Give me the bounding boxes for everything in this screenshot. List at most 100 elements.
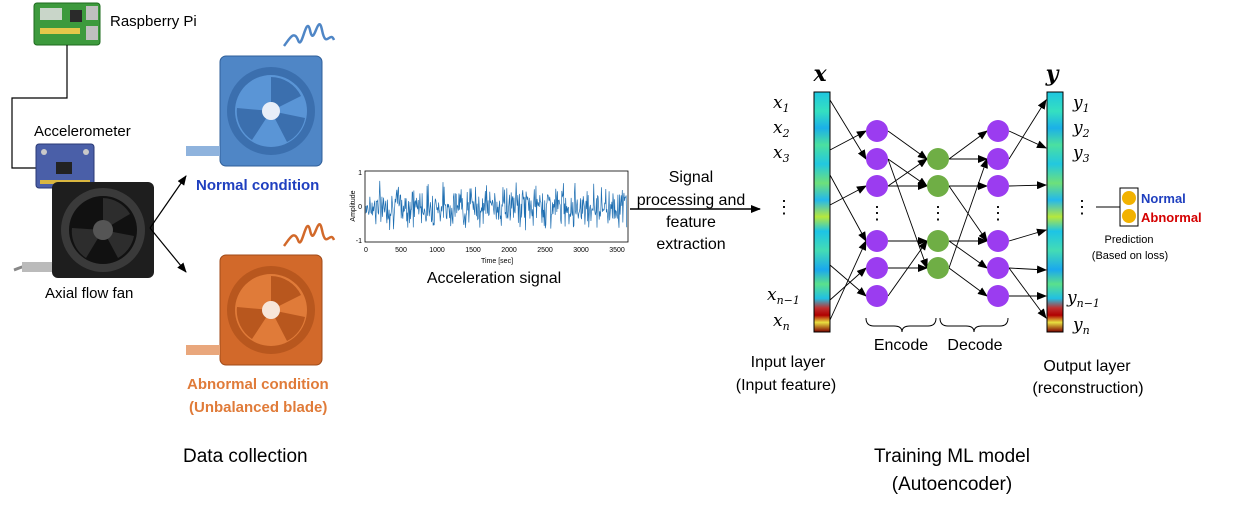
encoder-node <box>866 175 888 197</box>
prediction-node-normal <box>1122 191 1136 205</box>
network-edge <box>948 130 988 160</box>
network-edge <box>948 267 988 297</box>
output-label-y3: y3 <box>1072 143 1090 165</box>
network-edge <box>1008 99 1047 160</box>
network-edge <box>948 158 988 269</box>
network-edge <box>887 158 928 187</box>
encoder-node <box>866 257 888 279</box>
input-labels: x1 x2 x3 ⋮ xn−1 xn <box>767 93 800 333</box>
signal-ylabel: Amplitude <box>350 190 357 221</box>
network-edge <box>887 240 928 297</box>
bottleneck-node <box>927 175 949 197</box>
signal-xtick: 1500 <box>465 247 481 254</box>
normal-condition-label: Normal condition <box>196 177 319 194</box>
input-label-x3: x3 <box>773 143 790 165</box>
raspberry-pi-label: Raspberry Pi <box>110 13 197 30</box>
bottleneck-node <box>927 230 949 252</box>
output-labels: y1 y2 y3 ⋮ yn−1 yn <box>1066 93 1100 337</box>
network-edge <box>829 185 867 206</box>
axial-fan-icon <box>13 182 154 278</box>
vibration-wave-abnormal <box>282 222 336 247</box>
processing-label-line4: extraction <box>656 236 725 253</box>
bottleneck-vdots: ⋮ <box>929 203 947 223</box>
normal-fan-icon <box>186 55 323 167</box>
network-edge <box>829 267 867 301</box>
encode-brace <box>865 317 937 333</box>
prediction-caption: Prediction <box>1105 234 1154 246</box>
output-layer-label: Output layer <box>1043 358 1131 375</box>
abnormal-condition-sublabel: (Unbalanced blade) <box>189 399 327 416</box>
signal-xtick: 3000 <box>573 247 589 254</box>
network-edge <box>829 240 867 321</box>
decoder-node <box>987 120 1009 142</box>
prediction-normal-label: Normal <box>1141 191 1186 206</box>
encoder-node <box>866 120 888 142</box>
encoder-node <box>866 148 888 170</box>
prediction-subcaption: (Based on loss) <box>1092 250 1168 262</box>
network-edge <box>829 130 867 151</box>
network-edge <box>829 99 867 160</box>
output-vector-symbol: y <box>1045 61 1061 87</box>
accelerometer-label: Accelerometer <box>34 123 131 140</box>
decode-label: Decode <box>947 337 1002 354</box>
signal-xtick: 3500 <box>609 247 625 254</box>
abnormal-condition-label: Abnormal condition <box>187 376 329 393</box>
decoder-node <box>987 148 1009 170</box>
decoder-node <box>987 285 1009 307</box>
input-label-x2: x2 <box>773 118 790 140</box>
fan-label: Axial flow fan <box>45 285 133 302</box>
output-label-y2: y2 <box>1072 118 1090 140</box>
arrow-to-normal <box>149 175 187 229</box>
input-label-xn: xn <box>773 311 790 333</box>
decode-vdots: ⋮ <box>989 203 1007 223</box>
input-label-x1: x1 <box>773 93 790 115</box>
network-edge <box>1008 265 1047 274</box>
encoder-node <box>866 230 888 252</box>
raspberry-pi-icon <box>33 2 101 46</box>
network-edge <box>1008 228 1047 242</box>
accelerometer-icon <box>35 143 95 189</box>
network-connections <box>829 99 1047 321</box>
signal-ytick: 0 <box>358 204 362 211</box>
hidden-vdots: ⋮ ⋮ ⋮ <box>868 203 1007 223</box>
bottleneck-node <box>927 257 949 279</box>
decoder-node <box>987 257 1009 279</box>
network-edge <box>829 174 867 242</box>
encoder-node <box>866 285 888 307</box>
processing-label-line2: processing and <box>637 192 746 209</box>
acceleration-signal-plot: Amplitude 1 0 -1 0 500 1000 1500 2000 25… <box>350 170 629 265</box>
processing-label-line1: Signal <box>669 169 713 186</box>
output-vdots: ⋮ <box>1073 197 1091 217</box>
data-collection-title: Data collection <box>183 446 308 467</box>
input-vdots: ⋮ <box>775 197 793 217</box>
prediction-abnormal-label: Abnormal <box>1141 210 1202 225</box>
arrow-to-abnormal <box>149 227 187 273</box>
signal-xtick: 1000 <box>429 247 445 254</box>
abnormal-fan-icon <box>186 254 323 366</box>
input-label-xn-1: xn−1 <box>767 285 800 307</box>
input-vector-symbol: x <box>812 61 827 87</box>
training-title: Training ML model <box>874 446 1030 467</box>
rpi-wire <box>11 45 68 169</box>
vibration-wave-normal <box>282 22 336 47</box>
signal-xlabel: Time [sec] <box>481 258 513 265</box>
input-layer-sublabel: (Input feature) <box>736 377 837 394</box>
decoder-node <box>987 230 1009 252</box>
decoder-node <box>987 175 1009 197</box>
network-edge <box>1008 181 1047 190</box>
training-subtitle: (Autoencoder) <box>892 474 1012 495</box>
signal-caption: Acceleration signal <box>427 270 561 287</box>
signal-ytick: -1 <box>356 238 362 245</box>
output-label-y1: y1 <box>1072 93 1090 115</box>
signal-xtick: 0 <box>364 247 368 254</box>
network-edge <box>948 240 988 269</box>
signal-trace <box>365 180 628 231</box>
network-edge <box>887 130 928 160</box>
encode-label: Encode <box>874 337 928 354</box>
signal-ytick: 1 <box>358 170 362 177</box>
network-nodes <box>866 120 1009 307</box>
output-label-yn: yn <box>1072 315 1090 337</box>
network-edge <box>887 158 928 269</box>
decode-brace <box>939 317 1009 333</box>
